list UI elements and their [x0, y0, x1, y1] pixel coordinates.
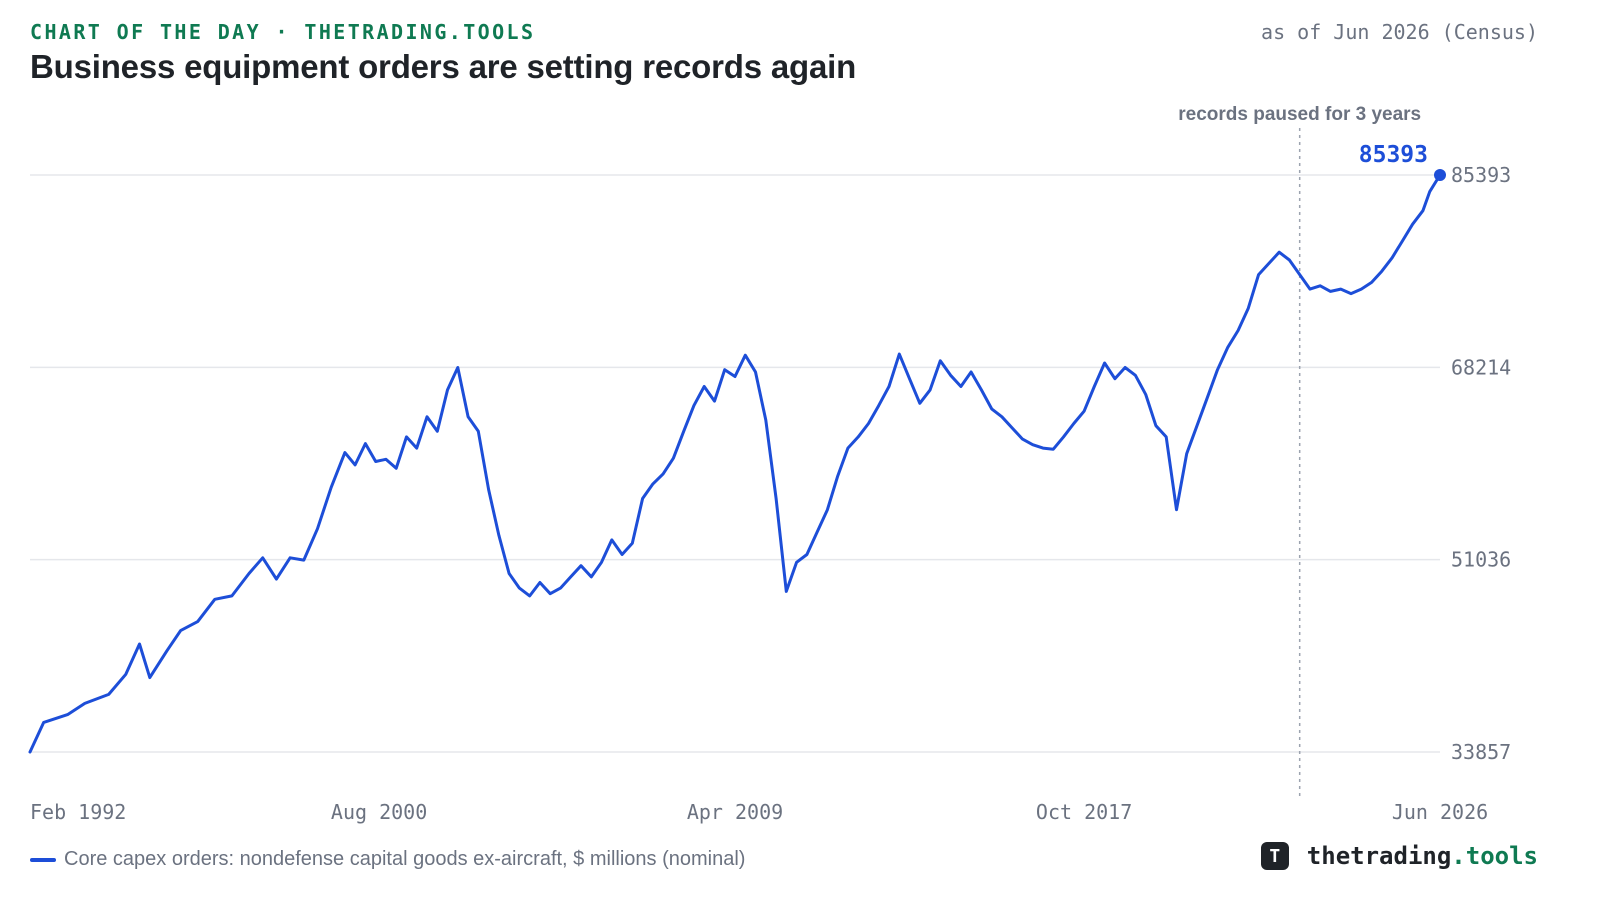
last-point-marker [1434, 169, 1446, 181]
y-tick-label: 68214 [1451, 355, 1511, 379]
brand-logo-icon: T [1260, 842, 1289, 870]
x-tick-label: Aug 2000 [331, 800, 427, 824]
last-value-label: 85393 [1359, 142, 1428, 168]
x-tick-label: Feb 1992 [30, 800, 126, 824]
y-tick-label: 33857 [1451, 740, 1511, 764]
annotation-label: records paused for 3 years [1178, 104, 1421, 125]
y-tick-label: 51036 [1451, 548, 1511, 572]
brand-name: thetrading.tools [1307, 842, 1538, 870]
brand-name-main: thetrading [1306, 842, 1452, 870]
brand-name-suffix: .tools [1451, 842, 1538, 870]
x-tick-label: Jun 2026 [1392, 800, 1488, 824]
legend-swatch [30, 857, 56, 862]
chart-title: Business equipment orders are setting re… [30, 48, 857, 85]
legend: Core capex orders: nondefense capital go… [30, 848, 745, 871]
y-tick-label: 85393 [1451, 163, 1511, 187]
as-of-date: as of Jun 2026 (Census) [1261, 20, 1538, 44]
series-line [28, 173, 1442, 754]
legend-label: Core capex orders: nondefense capital go… [64, 848, 746, 870]
brand-mark: T thetrading.tools [1260, 842, 1538, 870]
chart-kicker: CHART OF THE DAY · THETRADING.TOOLS [30, 20, 536, 44]
x-tick-label: Oct 2017 [1036, 800, 1132, 824]
x-tick-label: Apr 2009 [687, 800, 783, 824]
